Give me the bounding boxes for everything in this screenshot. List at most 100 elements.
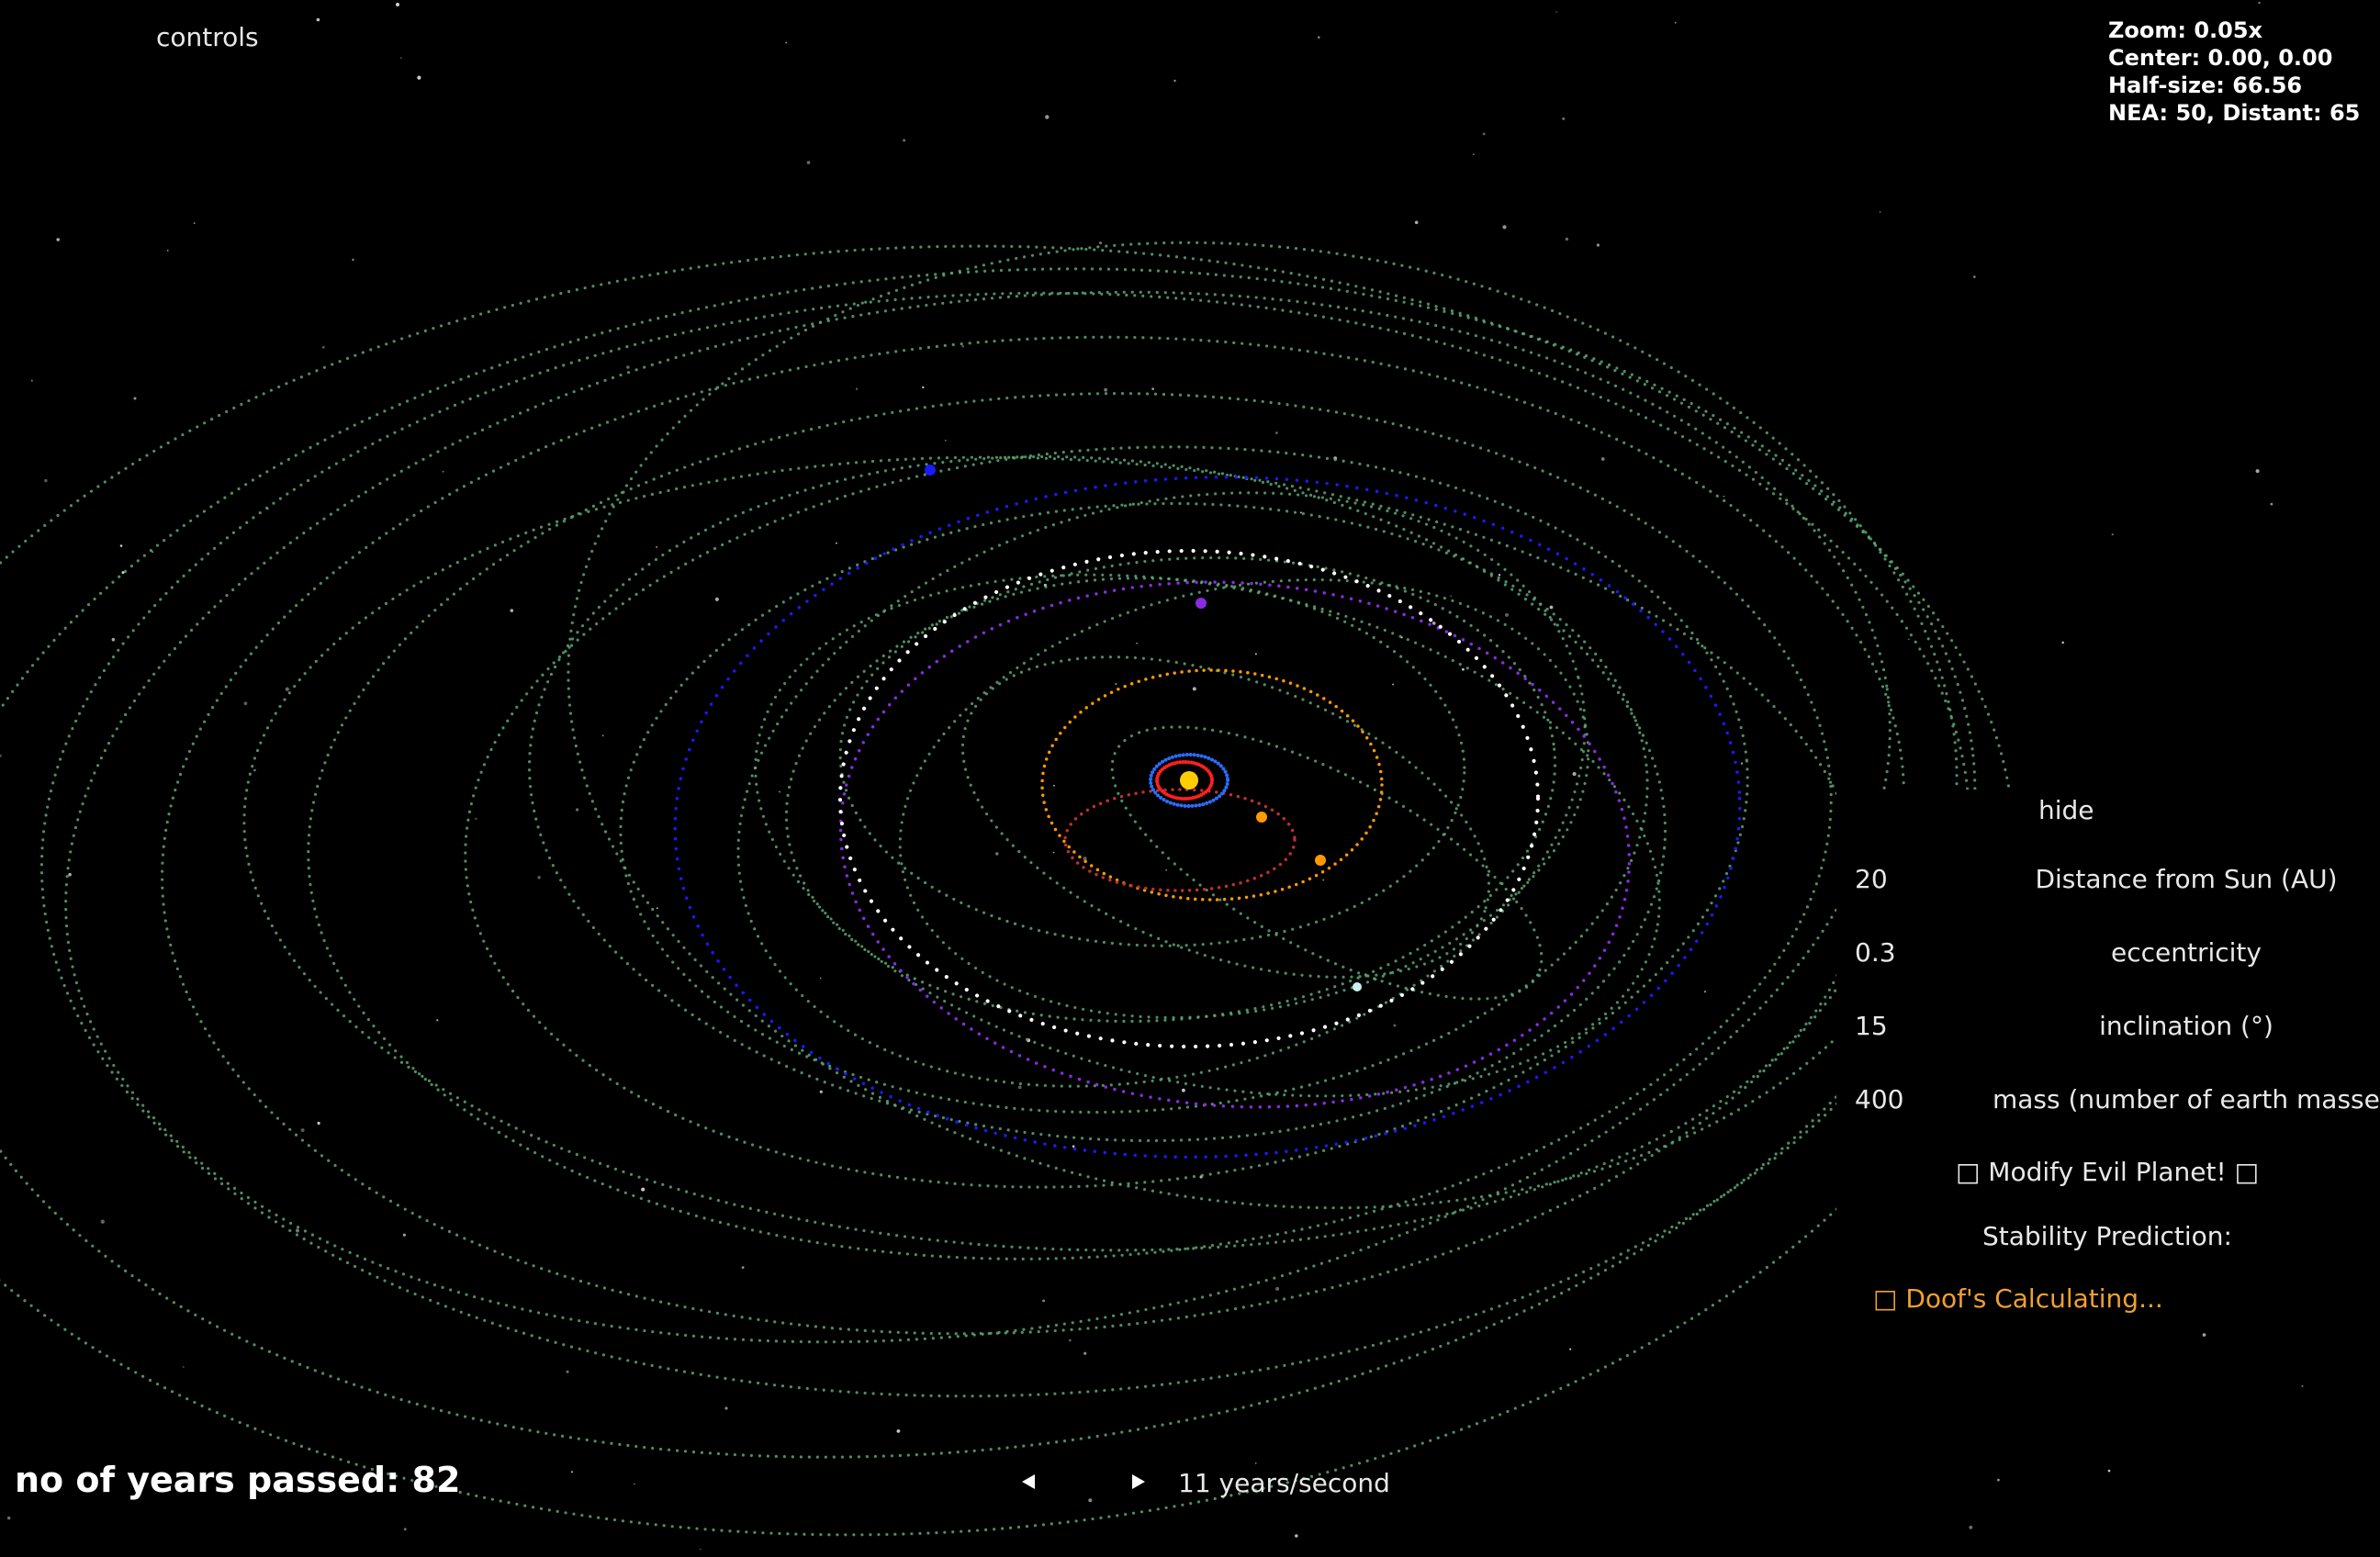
sun [1180, 771, 1198, 790]
eccentricity-input[interactable] [1855, 936, 1993, 968]
star [68, 872, 72, 877]
star [436, 1019, 439, 1022]
star [1275, 431, 1278, 434]
star [655, 545, 658, 549]
star [2061, 641, 2064, 644]
star [1549, 605, 1554, 610]
star [1151, 387, 1154, 390]
star [300, 1128, 305, 1133]
star [1053, 784, 1055, 787]
star [779, 790, 780, 793]
hide-panel-button[interactable]: hide [2038, 795, 2094, 825]
evil-planet-panel: hide Distance from Sun (AU) eccentricity… [1836, 790, 2380, 1314]
star [403, 1528, 407, 1531]
neptune-planet [925, 465, 936, 476]
asteroid-orbit [464, 445, 1749, 1189]
star [1482, 132, 1486, 136]
star [1596, 243, 1600, 247]
star [1723, 495, 1725, 498]
star [1295, 1534, 1298, 1538]
star [400, 57, 402, 60]
venus-orbit [1155, 760, 1214, 801]
star [1879, 210, 1881, 213]
asteroid-orbit [527, 454, 1667, 1143]
star [442, 471, 444, 473]
star [995, 852, 999, 856]
asteroid-orbit [39, 291, 1971, 1398]
star [819, 1090, 823, 1093]
star [1674, 21, 1677, 24]
star [2111, 533, 2114, 536]
star [1052, 851, 1055, 854]
star [566, 1370, 569, 1373]
mass-input[interactable] [1855, 1083, 1993, 1115]
jupiter-planet [1256, 812, 1267, 823]
star [1740, 762, 1744, 765]
asteroid-orbit [567, 241, 1959, 1210]
asteroid-orbit [960, 655, 1491, 979]
star [1431, 622, 1436, 625]
mars-orbit [1063, 788, 1297, 892]
star [352, 258, 354, 262]
modify-evil-planet-button[interactable]: □ Modify Evil Planet! □ [1955, 1157, 2260, 1187]
star [641, 1187, 646, 1192]
asteroid-orbit [160, 335, 1906, 1336]
star [1165, 868, 1168, 871]
asteroid-orbit [736, 491, 1587, 1088]
star [1555, 11, 1557, 13]
earth-orbit [1149, 753, 1229, 808]
star [1472, 153, 1475, 156]
star [1450, 595, 1453, 598]
star [1318, 36, 1320, 39]
triangle-right-icon [1132, 1473, 1145, 1489]
star [1083, 857, 1087, 861]
star [317, 1121, 320, 1126]
asteroid-orbit [784, 555, 1557, 1024]
star [0, 754, 2, 757]
object-count-readout: NEA: 50, Distant: 65 [2108, 100, 2361, 126]
saturn-orbit [837, 548, 1541, 1049]
star [836, 542, 837, 544]
star [133, 397, 137, 400]
triangle-left-icon [1022, 1473, 1035, 1489]
star [111, 637, 116, 642]
saturn-planet [1353, 982, 1362, 991]
center-readout: Center: 0.00, 0.00 [2108, 45, 2333, 71]
star [1072, 1145, 1075, 1148]
star [1299, 511, 1302, 514]
star [243, 701, 248, 706]
distance-input[interactable] [1855, 863, 1993, 894]
faster-button[interactable] [1125, 1472, 1152, 1495]
star [253, 768, 256, 772]
jupiter-orbit [1040, 668, 1384, 902]
uranus-planet [1196, 598, 1207, 609]
inclination-input[interactable] [1855, 1010, 1993, 1041]
star [1017, 1085, 1022, 1090]
half-size-readout: Half-size: 66.56 [2108, 73, 2303, 98]
asteroid-orbit [1110, 725, 1544, 1001]
star [182, 1366, 185, 1368]
star [1083, 1351, 1087, 1355]
star [1099, 241, 1102, 245]
asteroid-orbit [64, 290, 1892, 1344]
distance-row: Distance from Sun (AU) [1855, 856, 2380, 902]
star [2258, 1, 2261, 5]
star [537, 876, 541, 879]
celestial-bodies [925, 465, 1362, 991]
asteroid-orbit [0, 267, 1977, 1459]
star [1393, 1024, 1397, 1027]
eccentricity-row: eccentricity [1855, 929, 2380, 975]
stability-status: □ Doof's Calculating... [1873, 1283, 2163, 1314]
slower-button[interactable] [1015, 1472, 1042, 1495]
star [1182, 1088, 1185, 1092]
star [402, 1233, 406, 1237]
distance-label: Distance from Sun (AU) [2035, 863, 2338, 894]
star [945, 439, 947, 442]
stability-prediction-title: Stability Prediction: [1981, 1221, 2232, 1251]
star [785, 41, 788, 44]
evil-planet [1315, 855, 1326, 866]
controls-toggle[interactable]: controls [156, 22, 259, 52]
star [1173, 79, 1176, 83]
inclination-label: inclination (°) [2099, 1010, 2273, 1041]
